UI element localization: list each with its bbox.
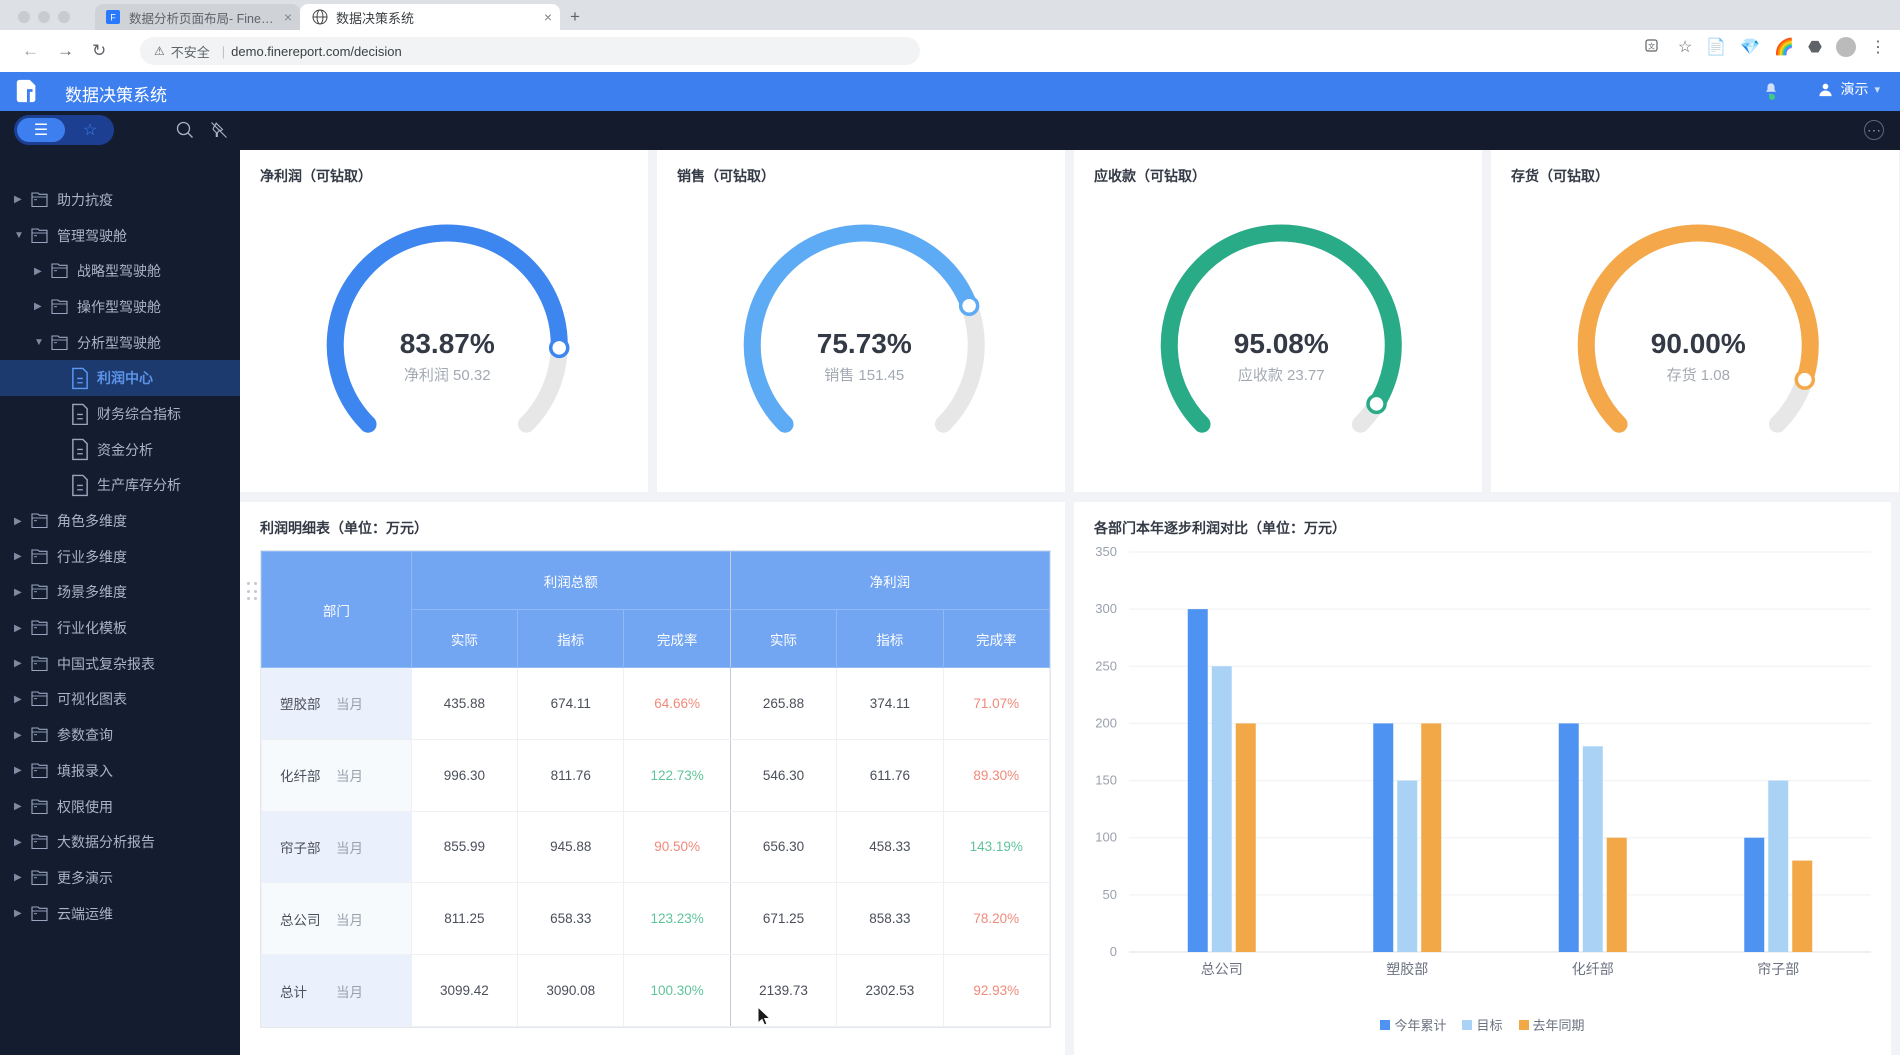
svg-text:75.73%: 75.73% — [817, 328, 912, 359]
svg-text:净利润 50.32: 净利润 50.32 — [404, 367, 491, 384]
svg-text:95.08%: 95.08% — [1234, 328, 1329, 359]
svg-text:F: F — [110, 13, 116, 23]
svg-text:90.00%: 90.00% — [1651, 328, 1746, 359]
svg-text:300: 300 — [1095, 601, 1117, 616]
svg-text:销售 151.45: 销售 151.45 — [824, 367, 904, 384]
svg-text:350: 350 — [1095, 544, 1117, 559]
svg-text:150: 150 — [1095, 773, 1117, 788]
svg-text:50: 50 — [1103, 887, 1117, 902]
svg-text:塑胶部: 塑胶部 — [1386, 961, 1428, 977]
svg-text:文: 文 — [1648, 41, 1655, 50]
svg-text:250: 250 — [1095, 658, 1117, 673]
svg-text:83.87%: 83.87% — [400, 328, 495, 359]
svg-text:0: 0 — [1110, 944, 1117, 959]
svg-text:200: 200 — [1095, 715, 1117, 730]
svg-text:100: 100 — [1095, 830, 1117, 845]
svg-text:存货 1.08: 存货 1.08 — [1667, 367, 1730, 384]
svg-text:总公司: 总公司 — [1201, 961, 1243, 977]
svg-text:应收款 23.77: 应收款 23.77 — [1238, 366, 1325, 384]
svg-text:帘子部: 帘子部 — [1757, 961, 1799, 977]
svg-text:化纤部: 化纤部 — [1572, 961, 1614, 977]
